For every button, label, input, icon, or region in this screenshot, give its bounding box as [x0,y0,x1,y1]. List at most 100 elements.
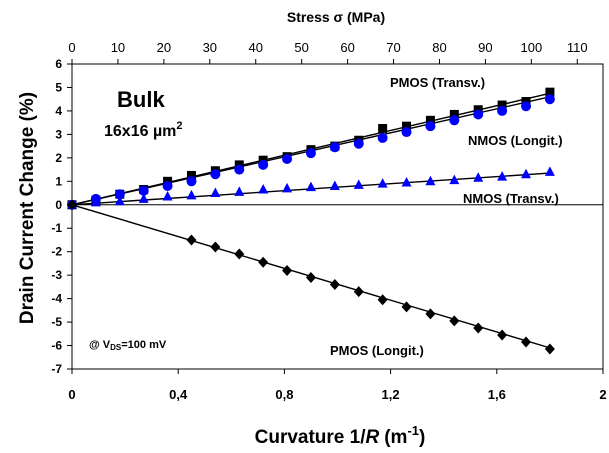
y-tick-label: 5 [55,80,62,94]
data-point-triangle [138,193,149,203]
data-point-square [497,100,507,110]
data-point-diamond [377,294,388,306]
top-tick-label: 10 [111,40,125,55]
top-axis-label: Stress σ (MPa) [287,9,385,25]
y-tick-label: -7 [51,362,62,376]
data-point-triangle [544,166,555,176]
data-point-circle [114,189,125,200]
x-axis-label-unit-exponent: -1 [407,423,419,438]
left-axis-ticks: 6 5 4 3 2 1 0 -1 -2 -3 -4 -5 -6 -7 [51,57,72,376]
data-point-diamond [425,308,436,320]
data-point-diamond [521,336,532,348]
series-pmos-longit [67,199,555,355]
top-tick-label: 70 [386,40,400,55]
data-point-circle [377,132,388,143]
data-point-triangle [162,191,173,201]
data-point-diamond [401,301,412,313]
bottom-axis-ticks: 0 0,4 0,8 1,2 1,6 2 [68,369,607,402]
data-point-circle [138,185,149,196]
top-tick-label: 30 [203,40,217,55]
data-point-triangle [305,181,316,192]
data-point-circle [449,115,460,126]
top-tick-label: 20 [157,40,171,55]
data-point-diamond [210,241,221,253]
label-nmos-transv: NMOS (Transv.) [463,191,559,206]
x-axis-label-unit: (m [384,427,407,448]
label-pmos-transv: PMOS (Transv.) [390,75,485,90]
y-tick-label: -5 [51,315,62,329]
data-point-triangle [425,175,436,186]
data-point-circle [425,121,436,132]
y-tick-label: 2 [55,151,62,165]
top-tick-label: 100 [520,40,542,55]
data-point-diamond [497,329,508,341]
annotation-device-size-exponent: 2 [176,120,182,132]
annotation-vds-subscript: DS [110,343,122,352]
annotation-vds-prefix: @ V [89,339,111,351]
data-point-circle [401,127,412,138]
label-nmos-longit: NMOS (Longit.) [468,133,563,148]
data-point-circle [162,181,173,191]
data-point-diamond [449,315,460,327]
data-point-diamond [67,199,77,211]
y-tick-label: 4 [55,104,62,118]
y-tick-label: 1 [55,174,62,188]
annotation-bulk: Bulk [117,87,165,112]
data-point-triangle [234,186,245,196]
data-point-circle [282,154,293,165]
top-tick-label: 60 [340,40,354,55]
data-point-square [425,115,435,125]
data-point-square [402,121,412,131]
plot-area-border [71,63,604,370]
data-point-diamond [353,286,364,298]
data-point-triangle [329,180,340,190]
data-point-circle [473,109,484,120]
data-point-circle [544,94,555,105]
data-point-diamond [282,264,293,276]
x-tick-label: 0,8 [275,387,293,402]
y-tick-label: -2 [51,245,62,259]
series-nmos-transv [67,166,555,209]
top-tick-label: 40 [249,40,263,55]
data-point-circle [521,101,532,112]
data-point-triangle [186,189,197,200]
top-tick-label: 90 [478,40,492,55]
y-axis-label: Drain Current Change (%) [17,92,38,324]
data-point-triangle [401,176,412,187]
data-point-circle [305,148,316,159]
annotation-vds: @ VDS=100 mV [89,339,167,352]
y-tick-label: 6 [55,57,62,71]
data-point-diamond [258,256,269,268]
data-point-circle [258,159,269,170]
data-point-diamond [234,248,245,260]
annotation-device-size: 16x16 µm2 [104,120,183,140]
data-point-square [449,109,459,119]
data-point-square [545,87,555,97]
label-pmos-longit: PMOS (Longit.) [330,343,424,358]
data-point-triangle [521,168,532,179]
data-point-triangle [497,171,508,181]
data-point-square [378,124,388,134]
data-series [67,87,555,355]
data-point-circle [210,169,221,180]
y-tick-label: -4 [51,292,62,306]
x-tick-label: 1,2 [382,387,400,402]
plot-frame [71,63,604,370]
data-point-triangle [353,179,364,189]
data-point-triangle [377,178,388,188]
data-point-triangle [282,182,293,193]
top-axis-ticks: 0 10 20 30 40 50 60 70 80 90 100 110 [68,40,588,64]
data-point-circle [353,138,364,149]
data-point-diamond [305,272,316,283]
y-tick-label: -6 [51,339,62,353]
y-tick-label: 3 [55,127,62,141]
data-point-diamond [186,234,197,246]
x-tick-label: 2 [599,387,606,402]
x-axis-label-prefix: Curvature 1/ [255,427,367,448]
x-axis-label-variable: R [366,427,380,448]
data-point-triangle [114,195,125,206]
data-point-circle [497,105,508,116]
data-point-circle [234,164,245,175]
x-tick-label: 0,4 [169,387,188,402]
